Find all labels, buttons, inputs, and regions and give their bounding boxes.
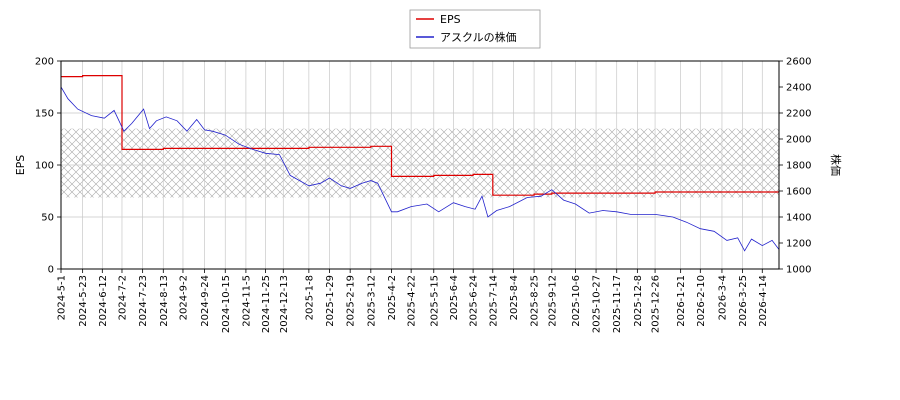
x-tick-label: 2025-8-25 xyxy=(530,275,541,327)
y-axis-right: 1000 1200 1400 1600 1800 2000 2200 2400 2600 xyxy=(779,57,811,276)
x-tick-label: 2024-6-12 xyxy=(98,275,109,327)
legend: EPS アスクルの株価 xyxy=(409,9,541,49)
x-tick-label: 2026-3-4 xyxy=(717,275,728,320)
y-right-tick-label: 1400 xyxy=(786,213,811,224)
y-left-tick-label: 0 xyxy=(48,265,54,276)
y-left-tick-label: 100 xyxy=(35,161,54,172)
series-line-eps xyxy=(61,74,779,196)
x-tick-label: 2025-3-12 xyxy=(366,275,377,327)
x-tick-label: 2025-1-8 xyxy=(304,275,315,320)
y-right-tick-label: 1000 xyxy=(786,265,811,276)
x-tick-label: 2024-11-25 xyxy=(261,275,272,333)
x-tick-label: 2026-2-10 xyxy=(696,275,707,327)
y-axis-left-title: EPS xyxy=(14,155,27,176)
x-tick-label: 2024-5-23 xyxy=(78,275,89,327)
x-tick-label: 2024-12-13 xyxy=(279,275,290,333)
x-tick-label: 2026-1-21 xyxy=(676,275,687,327)
x-tick-label: 2025-11-17 xyxy=(612,275,623,333)
y-right-tick-label: 1200 xyxy=(786,239,811,250)
x-tick-label: 2025-10-6 xyxy=(571,275,582,327)
x-tick-label: 2024-11-5 xyxy=(241,275,252,327)
y-left-tick-label: 50 xyxy=(41,213,54,224)
y-right-tick-label: 2600 xyxy=(786,57,811,68)
x-tick-label: 2024-5-1 xyxy=(57,275,68,320)
y-left-tick-label: 150 xyxy=(35,109,54,120)
x-axis: 2024-5-1 2024-5-23 2024-6-12 2024-7-2 2024-7… xyxy=(57,269,769,333)
y-right-tick-label: 2400 xyxy=(786,83,811,94)
legend-label-stock-price: アスクルの株価 xyxy=(440,30,517,44)
x-tick-label: 2024-8-13 xyxy=(159,275,170,327)
x-tick-label: 2024-10-15 xyxy=(221,275,232,333)
y-right-tick-label: 2000 xyxy=(786,135,811,146)
x-tick-label: 2025-6-24 xyxy=(469,275,480,327)
y-left-tick-label: 200 xyxy=(35,57,54,68)
x-tick-label: 2024-7-2 xyxy=(117,275,128,320)
shaded-band xyxy=(61,128,779,198)
x-tick-label: 2024-9-24 xyxy=(200,275,211,327)
x-tick-label: 2025-4-2 xyxy=(387,275,398,320)
x-tick-label: 2026-4-14 xyxy=(758,275,769,327)
x-tick-label: 2025-2-19 xyxy=(346,275,357,327)
x-tick-label: 2025-9-12 xyxy=(547,275,558,327)
legend-box xyxy=(409,9,541,49)
y-axis-left: 0 50 100 150 200 xyxy=(35,57,61,276)
x-tick-label: 2025-12-8 xyxy=(633,275,644,327)
x-tick-label: 2025-1-29 xyxy=(325,275,336,327)
y-right-tick-label: 1600 xyxy=(786,187,811,198)
x-tick-label: 2025-8-4 xyxy=(509,275,520,320)
x-tick-label: 2024-9-2 xyxy=(178,275,189,320)
y-axis-right-title: 株価 xyxy=(829,154,843,176)
legend-label-eps: EPS xyxy=(440,13,461,26)
x-tick-label: 2024-7-23 xyxy=(138,275,149,327)
x-tick-label: 2025-4-22 xyxy=(407,275,418,327)
series-line-stock-price xyxy=(61,86,779,252)
x-tick-label: 2025-7-14 xyxy=(488,275,499,327)
x-tick-label: 2025-5-15 xyxy=(429,275,440,327)
x-tick-label: 2025-6-4 xyxy=(449,275,460,320)
y-right-tick-label: 1800 xyxy=(786,161,811,172)
x-tick-label: 2025-12-26 xyxy=(651,275,662,333)
y-right-tick-label: 2200 xyxy=(786,109,811,120)
x-tick-label: 2025-10-27 xyxy=(592,275,603,333)
data-lines xyxy=(61,74,779,252)
x-tick-label: 2026-3-25 xyxy=(738,275,749,327)
